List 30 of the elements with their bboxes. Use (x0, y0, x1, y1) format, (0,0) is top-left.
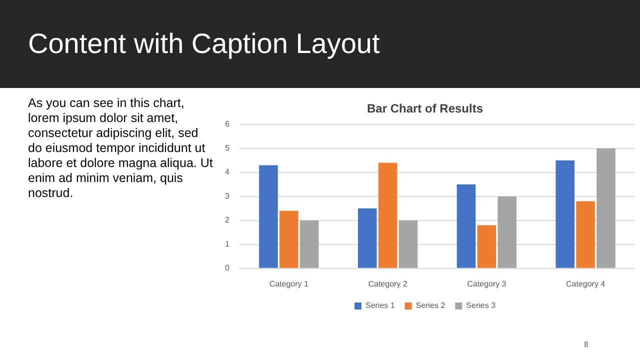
bar (358, 208, 377, 268)
x-tick-label: Category 1 (269, 279, 310, 288)
bar (456, 184, 476, 268)
text: 8 (584, 340, 588, 349)
bar (498, 196, 517, 268)
bar (576, 201, 595, 268)
legend-label: Series 1 (365, 301, 396, 310)
bar (596, 148, 616, 268)
text: As you can see in this chart, lorem ipsum dolor sit amet, consectetur adipiscing elit, sed do eiusmod tempor incididunt ut labore et dolore magna aliqua. Ut enim ad minim veniam, quis nostrud. (28, 96, 213, 201)
bar (398, 220, 418, 268)
legend-label: Series 2 (416, 301, 446, 310)
x-tick-label: Category 4 (566, 279, 606, 288)
legend-label: Series 3 (466, 301, 496, 310)
x-tick-label: Category 2 (368, 279, 408, 288)
y-tick-label: 3 (224, 192, 230, 201)
bar (556, 160, 575, 268)
bar (259, 165, 278, 268)
bar (300, 220, 319, 268)
y-tick-label: 6 (224, 120, 230, 129)
x-tick-label: Category 3 (467, 279, 507, 288)
y-tick-label: 0 (224, 264, 230, 273)
text: Content with Caption Layout (28, 28, 380, 60)
bar (279, 210, 298, 268)
bar (378, 162, 398, 268)
chart-title: Bar Chart of Results (366, 102, 484, 116)
y-tick-label: 5 (224, 144, 230, 153)
y-tick-label: 4 (224, 168, 230, 177)
bar (477, 225, 496, 268)
y-tick-label: 1 (224, 240, 230, 249)
y-tick-label: 2 (224, 216, 230, 225)
